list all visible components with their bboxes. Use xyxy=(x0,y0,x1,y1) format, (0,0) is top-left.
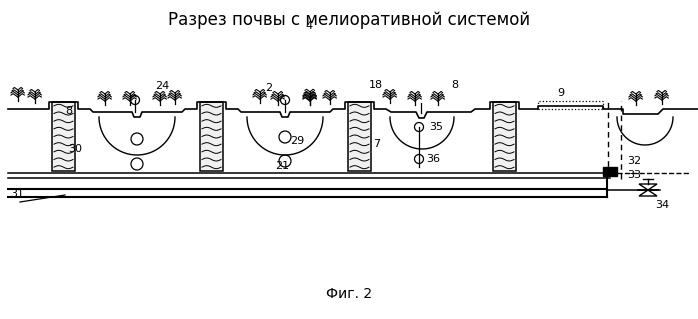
Text: 7: 7 xyxy=(373,139,380,149)
Bar xyxy=(493,102,516,171)
Text: 34: 34 xyxy=(655,200,669,210)
Polygon shape xyxy=(639,184,657,190)
Text: 33: 33 xyxy=(627,170,641,180)
Text: 21: 21 xyxy=(275,161,289,171)
Text: 8: 8 xyxy=(451,80,458,90)
Text: Разрез почвы с мелиоративной системой: Разрез почвы с мелиоративной системой xyxy=(168,11,530,29)
Text: 36: 36 xyxy=(426,154,440,164)
Text: 18: 18 xyxy=(369,80,383,90)
Text: 30: 30 xyxy=(68,144,82,154)
Text: 2: 2 xyxy=(265,83,272,93)
Text: 29: 29 xyxy=(290,136,304,146)
Polygon shape xyxy=(639,190,657,196)
Bar xyxy=(538,101,603,109)
Text: 32: 32 xyxy=(627,156,641,166)
Bar xyxy=(603,167,617,176)
Text: Фиг. 2: Фиг. 2 xyxy=(326,287,372,301)
Text: 31: 31 xyxy=(10,189,24,199)
Bar xyxy=(52,102,75,171)
Text: 24: 24 xyxy=(155,81,169,91)
Text: 4: 4 xyxy=(306,21,313,31)
Text: 8: 8 xyxy=(65,106,72,116)
Bar xyxy=(200,102,223,171)
Bar xyxy=(348,102,371,171)
Text: 9: 9 xyxy=(557,88,564,98)
Text: 35: 35 xyxy=(429,122,443,132)
